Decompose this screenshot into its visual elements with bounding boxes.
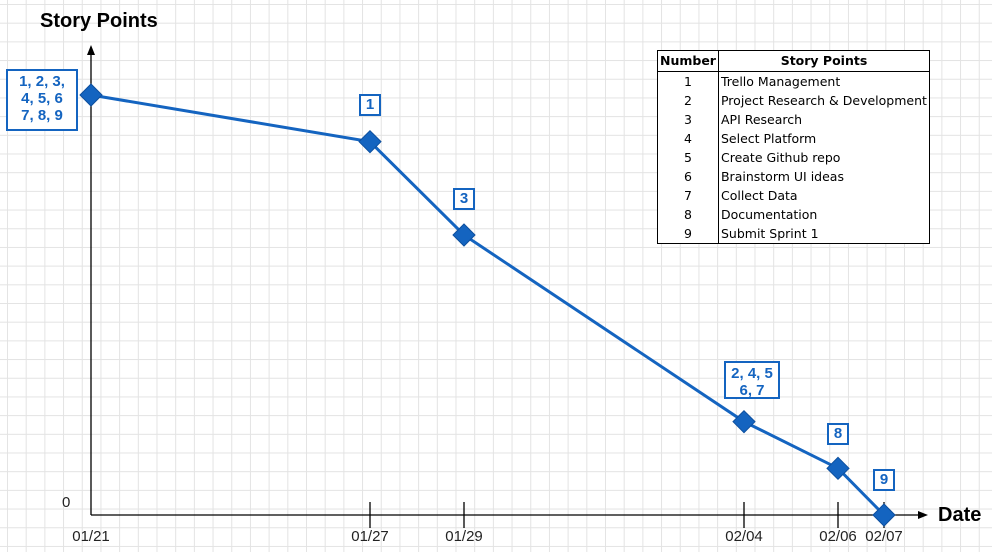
legend-row: 7 Collect Data [657,186,931,205]
header-story-points: Story Points [717,50,931,72]
legend-number: 3 [657,110,719,129]
legend-row: 3 API Research [657,110,931,129]
data-point [732,409,756,434]
legend-number: 1 [657,71,719,91]
data-point [452,223,476,247]
point-label: 1, 2, 3, 4, 5, 6 7, 8, 9 [6,69,78,131]
y-axis-arrow [87,45,95,55]
legend-row: 5 Create Github repo [657,148,931,167]
legend-story: Submit Sprint 1 [717,224,931,244]
x-axis-arrow [918,511,928,519]
legend-story: Trello Management [717,71,931,91]
data-point [79,83,103,107]
legend-number: 9 [657,224,719,244]
legend-row: 4 Select Platform [657,129,931,148]
header-number: Number [657,50,719,72]
data-point [826,456,850,481]
data-point [872,503,896,527]
legend-story: Collect Data [717,186,931,205]
x-axis-label: Date [938,504,982,526]
legend-table-header: Number Story Points [657,50,931,72]
point-label: 2, 4, 5 6, 7 [724,361,780,399]
point-label: 8 [827,423,849,445]
legend-number: 7 [657,186,719,205]
point-label: 9 [873,469,895,491]
series-markers [79,83,896,527]
legend-row: 1 Trello Management [657,71,931,91]
legend-row: 9 Submit Sprint 1 [657,224,931,244]
legend-story: Select Platform [717,129,931,148]
legend-story: API Research [717,110,931,129]
point-label: 3 [453,188,475,210]
legend-row: 2 Project Research & Development [657,91,931,110]
legend-row: 6 Brainstorm UI ideas [657,167,931,186]
legend-number: 6 [657,167,719,186]
data-point [358,129,382,154]
legend-story: Brainstorm UI ideas [717,167,931,186]
y-tick-label: 0 [62,494,71,511]
x-tick-label: 01/21 [72,528,110,545]
legend-number: 8 [657,205,719,224]
x-tick-label: 02/04 [725,528,763,545]
series-line [90,93,886,517]
point-label: 1 [359,94,381,116]
y-axis-label: Story Points [40,10,158,32]
legend-story: Project Research & Development [717,91,931,110]
legend-story: Documentation [717,205,931,224]
legend-story: Create Github repo [717,148,931,167]
x-tick-label: 02/07 [865,528,903,545]
x-tick-label: 01/27 [351,528,389,545]
axes [87,45,928,519]
legend-number: 5 [657,148,719,167]
legend-number: 4 [657,129,719,148]
x-tick-label: 02/06 [819,528,857,545]
legend-table: Number Story Points 1 Trello Management 2 P… [657,50,931,244]
legend-row: 8 Documentation [657,205,931,224]
x-tick-label: 01/29 [445,528,483,545]
legend-number: 2 [657,91,719,110]
